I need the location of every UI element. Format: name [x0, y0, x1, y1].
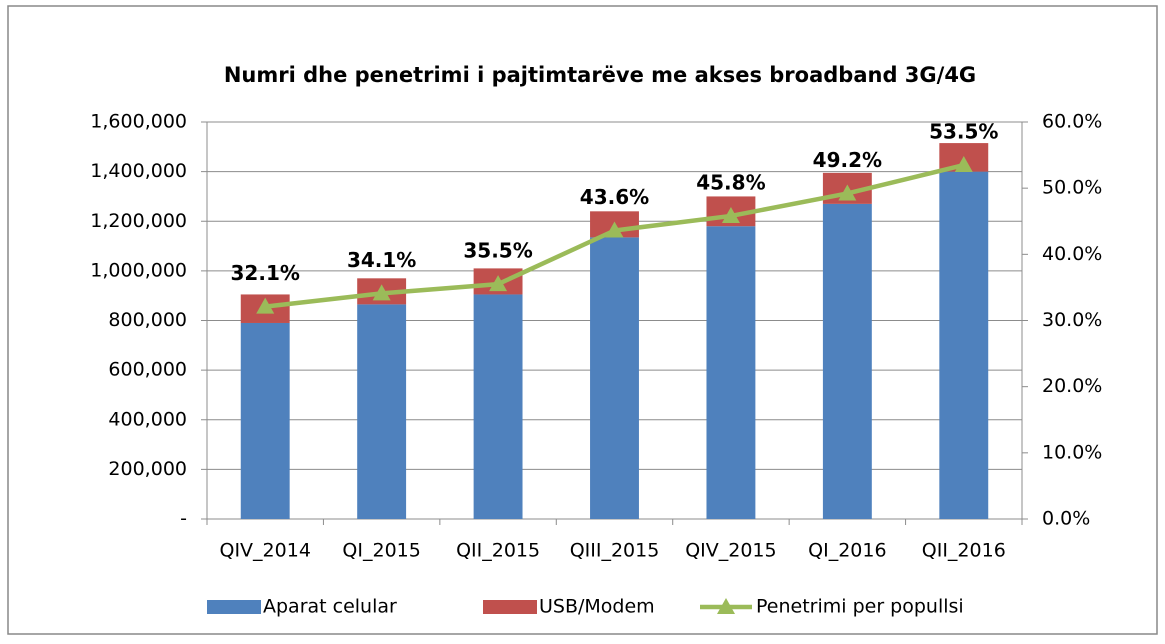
y-tick-label: 600,000: [108, 359, 187, 381]
legend-swatch: [483, 600, 537, 614]
marker: [372, 284, 391, 301]
y2-tick-label: 40.0%: [1042, 243, 1102, 265]
bar: [822, 203, 872, 519]
y-tick-label: 400,000: [108, 408, 187, 430]
bar: [706, 226, 756, 519]
x-tick-label: QI_2016: [808, 540, 886, 562]
y2-tick-label: 50.0%: [1042, 177, 1102, 199]
legend-swatch: [207, 600, 261, 614]
y-tick-label: -: [180, 508, 187, 530]
marker: [954, 156, 973, 173]
y2-tick-label: 10.0%: [1042, 441, 1102, 463]
bar: [240, 322, 290, 519]
y-tick-label: 1,600,000: [90, 111, 187, 133]
y-tick-label: 800,000: [108, 309, 187, 331]
bar: [590, 237, 639, 520]
x-tick-label: QI_2015: [342, 540, 420, 562]
legend-label: USB/Modem: [539, 596, 655, 618]
y-tick-label: 1,400,000: [90, 160, 187, 182]
y2-tick-label: 0.0%: [1042, 508, 1090, 530]
x-tick-label: QIII_2015: [570, 540, 660, 562]
legend-label: Aparat celular: [263, 596, 397, 618]
y-tick-label: 1,000,000: [90, 259, 187, 281]
bar: [357, 304, 407, 519]
data-label: 43.6%: [580, 185, 649, 209]
legend-swatch: [717, 598, 735, 614]
y2-tick-label: 60.0%: [1042, 111, 1102, 133]
marker: [256, 297, 275, 314]
data-label: 32.1%: [231, 261, 300, 285]
y-tick-label: 1,200,000: [90, 210, 187, 232]
bar: [473, 294, 523, 519]
chart-title: Numri dhe penetrimi i pajtimtarëve me ak…: [224, 63, 976, 87]
marker: [489, 275, 508, 292]
x-tick-label: QII_2016: [922, 540, 1006, 562]
data-label: 49.2%: [813, 148, 882, 172]
bar: [939, 171, 989, 519]
x-tick-label: QIV_2014: [220, 540, 311, 562]
marker: [721, 206, 740, 223]
y2-tick-label: 20.0%: [1042, 375, 1102, 397]
y2-tick-label: 30.0%: [1042, 309, 1102, 331]
data-label: 35.5%: [463, 239, 532, 263]
data-label: 45.8%: [696, 170, 765, 194]
legend-label: Penetrimi per popullsi: [756, 596, 964, 618]
data-label: 53.5%: [929, 120, 998, 144]
x-tick-label: QII_2015: [456, 540, 540, 562]
data-label: 34.1%: [347, 248, 416, 272]
y-tick-label: 200,000: [108, 458, 187, 480]
marker: [605, 221, 624, 238]
x-tick-label: QIV_2015: [685, 540, 776, 562]
marker: [838, 184, 857, 201]
